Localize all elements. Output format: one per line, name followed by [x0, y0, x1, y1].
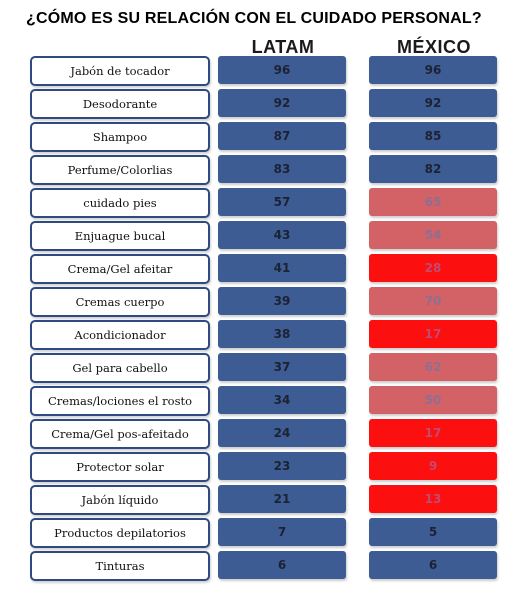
- table-row: Acondicionador 38 17: [0, 320, 522, 350]
- row-label: Protector solar: [30, 452, 210, 482]
- mexico-value-cell: 70: [369, 287, 497, 315]
- row-label: Acondicionador: [30, 320, 210, 350]
- table-row: Perfume/Colorlias 83 82: [0, 155, 522, 185]
- table-row: Cremas cuerpo 39 70: [0, 287, 522, 317]
- table-row: Cremas/lociones el rosto 34 50: [0, 386, 522, 416]
- row-label: Crema/Gel pos-afeitado: [30, 419, 210, 449]
- mexico-value-cell: 6: [369, 551, 497, 579]
- latam-value-cell: 38: [218, 320, 346, 348]
- column-header-mexico: MÉXICO: [396, 37, 471, 57]
- latam-value-cell: 92: [218, 89, 346, 117]
- row-label: Perfume/Colorlias: [30, 155, 210, 185]
- latam-value-cell: 23: [218, 452, 346, 480]
- table-row: Enjuague bucal 43 54: [0, 221, 522, 251]
- table-row: Crema/Gel afeitar 41 28: [0, 254, 522, 284]
- table-row: Protector solar 23 9: [0, 452, 522, 482]
- latam-value-cell: 37: [218, 353, 346, 381]
- row-label: Jabón de tocador: [30, 56, 210, 86]
- latam-value-cell: 34: [218, 386, 346, 414]
- table-row: Crema/Gel pos-afeitado 24 17: [0, 419, 522, 449]
- row-label: Tinturas: [30, 551, 210, 581]
- mexico-value-cell: 9: [369, 452, 497, 480]
- table-row: Jabón de tocador 96 96: [0, 56, 522, 86]
- table-row: Productos depilatorios 7 5: [0, 518, 522, 548]
- mexico-value-cell: 50: [369, 386, 497, 414]
- table-row: Gel para cabello 37 62: [0, 353, 522, 383]
- row-label: Productos depilatorios: [30, 518, 210, 548]
- row-label: Cremas cuerpo: [30, 287, 210, 317]
- latam-value-cell: 21: [218, 485, 346, 513]
- mexico-value-cell: 62: [369, 353, 497, 381]
- mexico-value-cell: 17: [369, 320, 497, 348]
- latam-value-cell: 7: [218, 518, 346, 546]
- latam-value-cell: 43: [218, 221, 346, 249]
- mexico-value-cell: 65: [369, 188, 497, 216]
- row-label: cuidado pies: [30, 188, 210, 218]
- mexico-value-cell: 54: [369, 221, 497, 249]
- table-row: Jabón líquido 21 13: [0, 485, 522, 515]
- table-row: Shampoo 87 85: [0, 122, 522, 152]
- table-row: cuidado pies 57 65: [0, 188, 522, 218]
- latam-value-cell: 57: [218, 188, 346, 216]
- column-header-latam: LATAM: [251, 37, 315, 57]
- table-row: Tinturas 6 6: [0, 551, 522, 581]
- mexico-value-cell: 82: [369, 155, 497, 183]
- latam-value-cell: 6: [218, 551, 346, 579]
- latam-value-cell: 24: [218, 419, 346, 447]
- mexico-value-cell: 85: [369, 122, 497, 150]
- mexico-value-cell: 5: [369, 518, 497, 546]
- mexico-value-cell: 17: [369, 419, 497, 447]
- row-label: Cremas/lociones el rosto: [30, 386, 210, 416]
- latam-value-cell: 39: [218, 287, 346, 315]
- mexico-value-cell: 96: [369, 56, 497, 84]
- mexico-value-cell: 13: [369, 485, 497, 513]
- chart-title: ¿CÓMO ES SU RELACIÓN CON EL CUIDADO PERS…: [26, 10, 482, 27]
- mexico-value-cell: 28: [369, 254, 497, 282]
- latam-value-cell: 96: [218, 56, 346, 84]
- row-label: Enjuague bucal: [30, 221, 210, 251]
- row-label: Gel para cabello: [30, 353, 210, 383]
- row-label: Jabón líquido: [30, 485, 210, 515]
- row-label: Crema/Gel afeitar: [30, 254, 210, 284]
- mexico-value-cell: 92: [369, 89, 497, 117]
- latam-value-cell: 83: [218, 155, 346, 183]
- row-label: Shampoo: [30, 122, 210, 152]
- table-row: Desodorante 92 92: [0, 89, 522, 119]
- latam-value-cell: 87: [218, 122, 346, 150]
- row-label: Desodorante: [30, 89, 210, 119]
- latam-value-cell: 41: [218, 254, 346, 282]
